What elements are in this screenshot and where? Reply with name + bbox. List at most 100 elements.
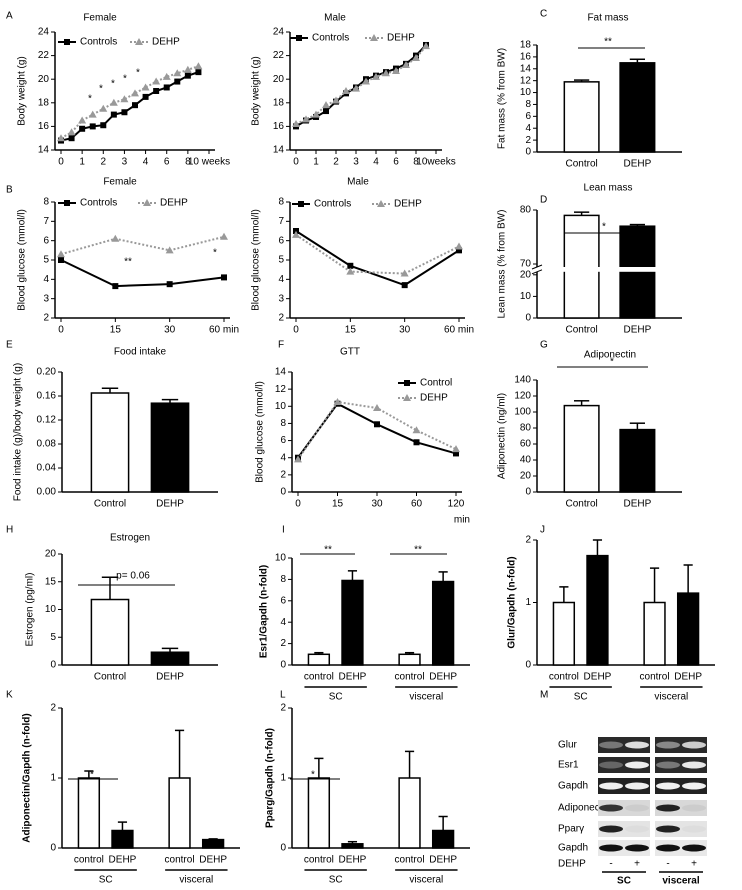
lane-label: - [609,859,612,870]
y-tick-label: 3 [43,293,49,304]
y-tick-label: 18 [520,40,532,51]
break-mark [531,269,543,275]
y-tick-label: 16 [520,52,532,63]
band [656,804,680,812]
marker [453,450,459,457]
gel-strip [655,737,707,753]
x-tick-label: control [395,672,425,683]
bar [307,653,331,666]
y-axis-label: Adiponectin (ng/ml) [497,393,508,479]
y-tick-label: 2 [280,638,286,649]
y-tick-label: 100 [514,407,531,418]
y-tick-label: 14 [273,145,285,156]
marker [370,34,378,41]
bar [643,601,666,666]
bar [150,651,190,666]
y-tick-label: 18 [38,97,50,108]
band [682,825,706,833]
marker [292,120,300,128]
marker [382,69,390,77]
y-tick-label: 4 [525,123,531,134]
y-tick-label: 10 [520,87,532,98]
y-tick-label: 2 [43,313,49,324]
band [599,782,623,790]
y-axis-label: Body weight (g) [17,56,28,125]
break-mark [531,264,543,270]
marker [372,72,380,80]
y-tick-label: 2 [50,703,56,714]
x-tick-label: 0 [293,157,299,168]
x-tick-label: DEHP [156,672,184,683]
chart-title: Male [347,177,369,188]
marker [221,274,227,281]
series-line [297,402,457,459]
marker [373,404,381,411]
y-tick-label: 5 [50,632,56,643]
y-tick-label: 1 [50,773,56,784]
blot-row-label: Pparγ [558,824,584,835]
panel-label: K [6,690,13,701]
chart-title: Adiponectin [584,350,636,361]
y-tick-label: 140 [514,375,531,386]
x-tick-label: DEHP [429,855,457,866]
series-line [295,234,460,275]
band [599,844,623,852]
marker [195,69,202,76]
y-tick-label: 4 [43,274,49,285]
marker [312,110,320,118]
y-axis-label: Esr1/Gapdh (n-fold) [259,565,270,658]
bar [398,777,421,849]
y-tick-label: 20 [520,269,532,280]
chart-title: Lean mass [584,183,633,194]
marker [99,104,108,112]
x-tick-label: 6 [164,157,170,168]
band [656,844,680,852]
y-tick-label: 7 [278,216,284,227]
y-tick-label: 16 [38,121,50,132]
x-tick-label: 10weeks [416,157,455,168]
group-label: visceral [409,692,443,703]
x-tick-label: Control [565,499,597,510]
chart-title: Male [324,13,346,24]
y-tick-label: 1 [525,597,531,608]
group-label: SC [329,875,343,886]
legend-label: Controls [80,198,117,209]
y-tick-label: 120 [514,391,531,402]
bar [398,653,421,666]
y-tick-label: 8 [280,574,286,585]
marker [332,96,340,104]
marker [220,232,228,240]
marker [342,87,350,94]
y-tick-label: 0 [525,313,531,324]
marker [100,122,107,129]
y-tick-label: 20 [38,74,50,85]
marker [110,111,117,118]
x-tick-label: 1 [79,157,85,168]
x-tick-label: 60 min [209,325,239,336]
y-tick-label: 2 [280,469,286,480]
gel-strip [598,821,650,837]
x-tick-label: 8 [413,157,419,168]
x-tick-label: 15 [345,325,357,336]
blot-row-label: Gapdh [558,843,588,854]
group-label: SC [574,692,588,703]
annotation: * [136,68,140,79]
x-axis-label: min [454,515,470,526]
x-tick-label: 60 [411,499,423,510]
x-tick-label: DEHP [623,325,651,336]
y-tick-label: 0 [50,843,56,854]
x-tick-label: 6 [393,157,399,168]
band [682,761,706,769]
y-tick-label: 6 [280,595,286,606]
y-axis-label: Lean mass (% from BW) [497,210,508,319]
marker [109,98,118,106]
band [682,741,706,749]
x-tick-label: 3 [353,157,359,168]
x-tick-label: 30 [399,325,411,336]
band [625,782,649,790]
panel-label: A [6,11,13,22]
annotation: * [88,94,92,105]
legend-label: DEHP [387,33,415,44]
marker [112,283,119,290]
y-tick-label: 6 [43,235,49,246]
